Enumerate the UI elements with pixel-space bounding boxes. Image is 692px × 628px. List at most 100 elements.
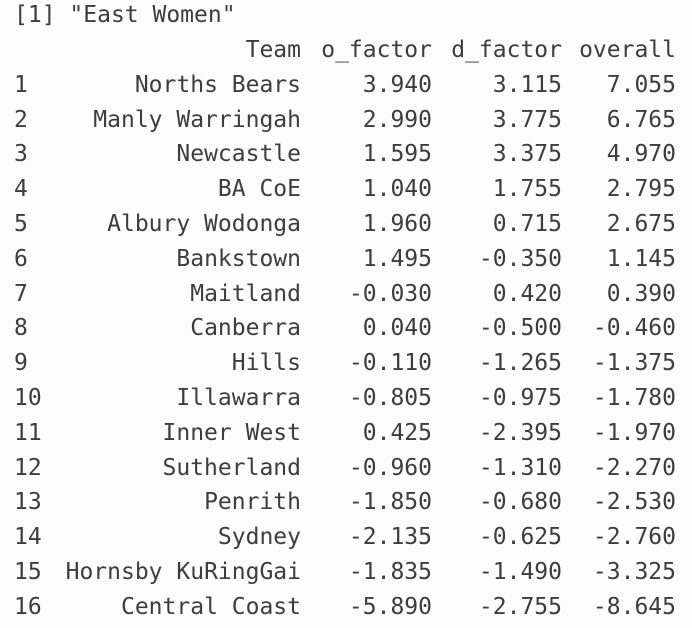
row-index: 15: [14, 558, 42, 585]
row-index: 8: [14, 315, 28, 342]
team-cell: Maitland: [190, 280, 301, 307]
table-row: 6 Bankstown 1.495 -0.350 1.145: [0, 242, 692, 277]
overall-cell: 7.055: [606, 71, 676, 98]
overall-cell: -1.780: [592, 384, 676, 411]
overall-cell: -2.530: [592, 489, 676, 516]
team-cell: Sutherland: [162, 454, 301, 481]
d-factor-cell: -0.500: [478, 315, 562, 342]
table-row: 9 Hills -0.110 -1.265 -1.375: [0, 346, 692, 381]
table-row: 4 BA CoE 1.040 1.755 2.795: [0, 172, 692, 207]
table-row: 7 Maitland -0.030 0.420 0.390: [0, 277, 692, 312]
output-index: [1]: [14, 2, 56, 28]
table-row: 14 Sydney -2.135 -0.625 -2.760: [0, 520, 692, 555]
o-factor-cell: 0.425: [362, 419, 432, 446]
table-row: 12 Sutherland -0.960 -1.310 -2.270: [0, 451, 692, 486]
o-factor-cell: 1.595: [362, 141, 432, 168]
o-factor-cell: -2.135: [348, 524, 432, 551]
team-cell: Newcastle: [176, 141, 301, 168]
o-factor-cell: -1.850: [348, 489, 432, 516]
d-factor-cell: 1.755: [492, 176, 562, 203]
row-index: 12: [14, 454, 42, 481]
row-index: 2: [14, 106, 28, 133]
table-row: 5 Albury Wodonga 1.960 0.715 2.675: [0, 207, 692, 242]
team-cell: BA CoE: [217, 176, 301, 203]
d-factor-cell: -0.350: [478, 245, 562, 272]
overall-cell: -0.460: [592, 315, 676, 342]
table-header-row: Team o_factor d_factor overall: [0, 33, 692, 68]
o-factor-cell: -0.110: [348, 350, 432, 377]
overall-cell: -1.375: [592, 350, 676, 377]
row-index: 11: [14, 419, 42, 446]
table-row: 15 Hornsby KuRingGai -1.835 -1.490 -3.325: [0, 555, 692, 590]
table-row: 16 Central Coast -5.890 -2.755 -8.645: [0, 590, 692, 625]
d-factor-cell: -0.625: [478, 524, 562, 551]
row-index: 3: [14, 141, 28, 168]
o-factor-cell: 1.960: [362, 210, 432, 237]
column-header-o-factor: o_factor: [321, 37, 432, 63]
row-index: 7: [14, 280, 28, 307]
team-cell: Canberra: [190, 315, 301, 342]
row-index: 13: [14, 489, 42, 516]
d-factor-cell: 3.775: [492, 106, 562, 133]
overall-cell: -2.760: [592, 524, 676, 551]
o-factor-cell: 0.040: [362, 315, 432, 342]
o-factor-cell: -1.835: [348, 558, 432, 585]
team-cell: Manly Warringah: [93, 106, 301, 133]
table-row: 8 Canberra 0.040 -0.500 -0.460: [0, 311, 692, 346]
row-index: 16: [14, 593, 42, 620]
row-index: 1: [14, 71, 28, 98]
d-factor-cell: -1.310: [478, 454, 562, 481]
overall-cell: -2.270: [592, 454, 676, 481]
overall-cell: 0.390: [606, 280, 676, 307]
team-cell: Inner West: [162, 419, 301, 446]
o-factor-cell: 1.040: [362, 176, 432, 203]
team-cell: Albury Wodonga: [107, 210, 301, 237]
d-factor-cell: -0.680: [478, 489, 562, 516]
table-row: 13 Penrith -1.850 -0.680 -2.530: [0, 485, 692, 520]
overall-cell: 1.145: [606, 245, 676, 272]
o-factor-cell: 3.940: [362, 71, 432, 98]
table-row: 11 Inner West 0.425 -2.395 -1.970: [0, 416, 692, 451]
d-factor-cell: -2.395: [478, 419, 562, 446]
d-factor-cell: 3.375: [492, 141, 562, 168]
overall-cell: 6.765: [606, 106, 676, 133]
overall-cell: -1.970: [592, 419, 676, 446]
d-factor-cell: -2.755: [478, 593, 562, 620]
d-factor-cell: 0.715: [492, 210, 562, 237]
overall-cell: 4.970: [606, 141, 676, 168]
team-cell: Hills: [231, 350, 301, 377]
team-cell: Illawarra: [176, 384, 301, 411]
column-header-team: Team: [245, 37, 301, 63]
row-index: 9: [14, 350, 28, 377]
row-index: 6: [14, 245, 28, 272]
o-factor-cell: -0.960: [348, 454, 432, 481]
column-header-overall: overall: [579, 37, 676, 63]
row-index: 5: [14, 210, 28, 237]
overall-cell: 2.675: [606, 210, 676, 237]
overall-cell: -3.325: [592, 558, 676, 585]
overall-cell: -8.645: [592, 593, 676, 620]
overall-cell: 2.795: [606, 176, 676, 203]
column-header-d-factor: d_factor: [451, 37, 562, 63]
row-index: 4: [14, 176, 28, 203]
d-factor-cell: -1.490: [478, 558, 562, 585]
team-cell: Hornsby KuRingGai: [65, 558, 301, 585]
o-factor-cell: 2.990: [362, 106, 432, 133]
table-row: 1 Norths Bears 3.940 3.115 7.055: [0, 68, 692, 103]
team-cell: Sydney: [217, 524, 301, 551]
table-row: 3 Newcastle 1.595 3.375 4.970: [0, 137, 692, 172]
team-cell: Norths Bears: [134, 71, 301, 98]
row-index: 10: [14, 384, 42, 411]
d-factor-cell: 3.115: [492, 71, 562, 98]
team-cell: Bankstown: [176, 245, 301, 272]
output-title: "East Women": [69, 2, 236, 28]
d-factor-cell: -0.975: [478, 384, 562, 411]
o-factor-cell: -0.030: [348, 280, 432, 307]
team-cell: Central Coast: [120, 593, 301, 620]
table-row: 10 Illawarra -0.805 -0.975 -1.780: [0, 381, 692, 416]
o-factor-cell: -0.805: [348, 384, 432, 411]
row-index: 14: [14, 524, 42, 551]
d-factor-cell: 0.420: [492, 280, 562, 307]
o-factor-cell: -5.890: [348, 593, 432, 620]
